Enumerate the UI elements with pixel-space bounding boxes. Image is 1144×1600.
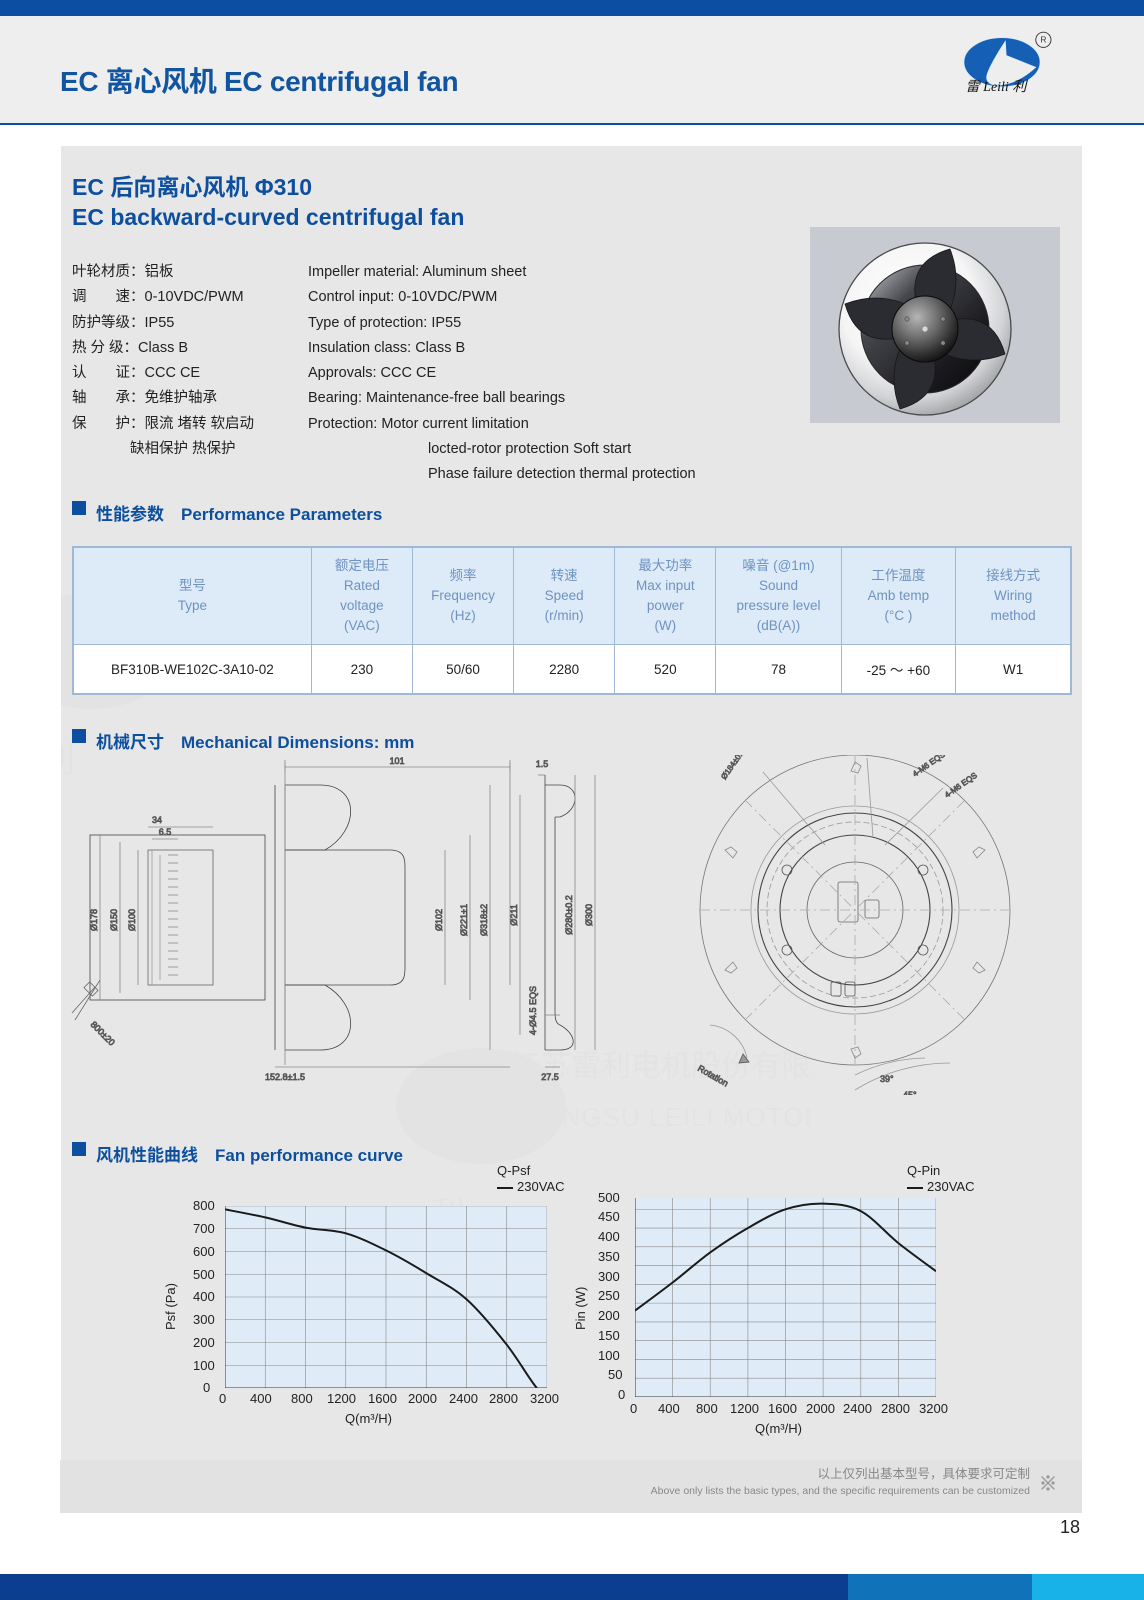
svg-text:800±20: 800±20: [89, 1019, 117, 1047]
svg-text:Ø300: Ø300: [584, 904, 594, 926]
svg-text:4-M6 EQS: 4-M6 EQS: [911, 755, 947, 779]
svg-text:Ø221±1: Ø221±1: [459, 904, 469, 936]
svg-text:Ø280±0.2: Ø280±0.2: [564, 895, 574, 934]
svg-text:152.8±1.5: 152.8±1.5: [265, 1072, 305, 1082]
svg-text:Ø318±2: Ø318±2: [479, 904, 489, 936]
svg-text:Ø178: Ø178: [89, 909, 99, 931]
svg-text:1.5: 1.5: [536, 759, 549, 769]
svg-text:27.5: 27.5: [541, 1072, 559, 1082]
svg-text:4-Ø4.5 EQS: 4-Ø4.5 EQS: [528, 986, 538, 1035]
svg-text:Ø102: Ø102: [434, 909, 444, 931]
svg-text:R: R: [1040, 35, 1046, 45]
svg-text:6.5: 6.5: [159, 827, 172, 837]
svg-text:Ø150: Ø150: [109, 909, 119, 931]
svg-text:45°: 45°: [903, 1090, 917, 1095]
svg-text:Rotation: Rotation: [696, 1063, 730, 1088]
svg-text:Ø100: Ø100: [127, 909, 137, 931]
svg-text:Ø184±0.2: Ø184±0.2: [719, 755, 747, 781]
svg-text:4-M6 EQS: 4-M6 EQS: [943, 771, 979, 800]
svg-text:39°: 39°: [880, 1074, 894, 1084]
svg-text:34: 34: [152, 815, 162, 825]
svg-text:Ø211: Ø211: [509, 904, 519, 925]
svg-text:101: 101: [389, 756, 404, 766]
